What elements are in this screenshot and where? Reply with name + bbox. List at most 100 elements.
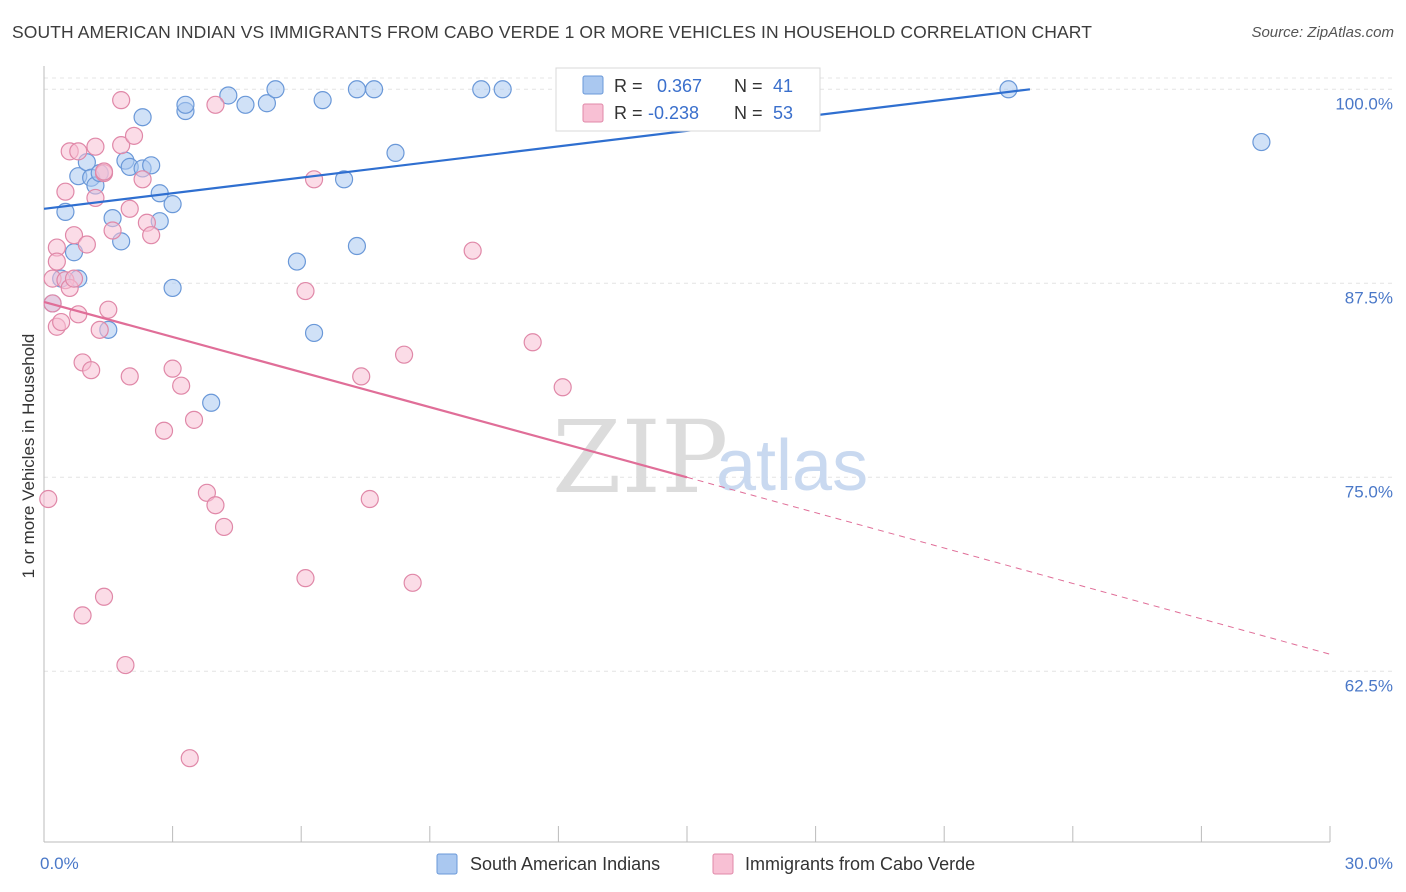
watermark: ZIP atlas <box>552 399 868 516</box>
bottom-legend-swatch-pink <box>712 853 734 875</box>
point-cabo-verde <box>184 410 204 429</box>
point-cabo-verde <box>403 573 422 592</box>
trend-line-pink <box>43 300 688 479</box>
point-cabo-verde <box>553 378 572 397</box>
point-cabo-verde <box>99 300 118 319</box>
point-cabo-verde <box>64 226 84 245</box>
point-cabo-verde <box>463 241 482 260</box>
bottom-legend-label-blue: South American Indians <box>470 854 660 874</box>
gridlines <box>44 77 1394 672</box>
point-south-american-indian <box>133 108 152 127</box>
point-cabo-verde <box>133 170 152 189</box>
y-tick-label: 75.0% <box>1345 482 1393 501</box>
point-cabo-verde <box>206 95 225 114</box>
stats-legend-swatch-blue <box>582 75 604 95</box>
axes <box>43 66 1331 843</box>
trend-line-pink-extension <box>686 476 1331 655</box>
point-cabo-verde <box>69 305 88 324</box>
stats-n-value-blue: 41 <box>773 76 793 96</box>
point-south-american-indian <box>287 252 307 271</box>
point-cabo-verde <box>142 226 161 245</box>
point-cabo-verde <box>206 496 225 515</box>
point-cabo-verde <box>394 345 414 364</box>
point-cabo-verde <box>197 483 216 502</box>
stats-legend-swatch-pink <box>582 103 604 123</box>
point-cabo-verde <box>94 162 114 181</box>
point-cabo-verde <box>124 126 144 145</box>
point-cabo-verde <box>77 235 96 254</box>
point-cabo-verde <box>86 137 105 156</box>
chart-title: SOUTH AMERICAN INDIAN VS IMMIGRANTS FROM… <box>12 22 1093 42</box>
stats-r-label-blue: R = <box>614 76 643 96</box>
point-south-american-indian <box>142 156 161 175</box>
stats-r-value-blue: 0.367 <box>657 76 702 96</box>
point-cabo-verde <box>112 136 131 155</box>
x-tick-labels: 0.0% 30.0% <box>40 854 1393 873</box>
bottom-legend-swatch-blue <box>436 853 458 875</box>
point-south-american-indian <box>364 80 384 99</box>
point-cabo-verde <box>360 489 379 509</box>
point-cabo-verde <box>120 199 139 218</box>
y-tick-label: 62.5% <box>1345 676 1393 695</box>
point-cabo-verde <box>154 421 174 440</box>
point-cabo-verde <box>103 221 122 240</box>
point-south-american-indian <box>334 170 354 189</box>
stats-n-label-pink: N = <box>734 103 763 123</box>
chart-source: Source: ZipAtlas.com <box>1251 24 1394 41</box>
point-south-american-indian <box>257 94 277 113</box>
y-tick-label: 100.0% <box>1335 94 1393 113</box>
points-layer <box>39 80 1271 768</box>
point-south-american-indian <box>266 80 285 99</box>
point-cabo-verde <box>163 359 182 378</box>
point-south-american-indian <box>176 95 195 114</box>
point-south-american-indian <box>304 323 324 343</box>
point-south-american-indian <box>219 86 238 105</box>
trend-layer <box>43 88 1331 655</box>
point-cabo-verde <box>214 517 234 537</box>
bottom-legend-label-pink: Immigrants from Cabo Verde <box>745 854 975 874</box>
point-south-american-indian <box>313 91 332 110</box>
point-cabo-verde <box>82 361 101 380</box>
point-cabo-verde <box>73 606 92 625</box>
bottom-legend: South American Indians Immigrants from C… <box>436 853 975 875</box>
point-south-american-indian <box>347 236 367 256</box>
point-cabo-verde <box>56 182 75 201</box>
point-cabo-verde <box>112 91 131 110</box>
point-south-american-indian <box>163 195 182 214</box>
point-cabo-verde <box>352 367 371 386</box>
y-tick-label: 87.5% <box>1345 288 1393 307</box>
x-tick-label: 30.0% <box>1345 854 1393 873</box>
watermark-zip: ZIP <box>552 399 728 516</box>
point-cabo-verde <box>296 281 315 301</box>
point-cabo-verde <box>94 587 114 606</box>
stats-n-label-blue: N = <box>734 76 763 96</box>
point-cabo-verde <box>64 269 84 288</box>
y-tick-labels: 62.5% 75.0% 87.5% 100.0% <box>1335 94 1393 695</box>
watermark-atlas: atlas <box>716 426 868 506</box>
point-south-american-indian <box>999 80 1018 99</box>
point-cabo-verde <box>120 367 139 386</box>
point-cabo-verde <box>69 142 88 161</box>
point-cabo-verde <box>39 489 58 509</box>
point-south-american-indian <box>386 143 405 163</box>
x-tick-label: 0.0% <box>40 854 79 873</box>
point-cabo-verde <box>47 252 66 271</box>
stats-legend: R = 0.367 N = 41 R = -0.238 N = 53 <box>555 67 821 132</box>
point-south-american-indian <box>493 80 512 99</box>
point-south-american-indian <box>347 80 367 99</box>
point-south-american-indian <box>1252 132 1271 152</box>
point-cabo-verde <box>523 333 542 352</box>
point-cabo-verde <box>90 320 109 339</box>
point-cabo-verde <box>304 170 324 189</box>
point-south-american-indian <box>472 80 491 99</box>
trend-line-blue <box>43 88 1031 210</box>
point-south-american-indian <box>163 278 182 298</box>
stats-n-value-pink: 53 <box>773 103 793 123</box>
point-cabo-verde <box>172 376 191 395</box>
y-axis-label: 1 or more Vehicles in Household <box>19 334 38 579</box>
stats-r-label-pink: R = <box>614 103 643 123</box>
point-south-american-indian <box>236 95 255 114</box>
point-cabo-verde <box>296 569 315 588</box>
point-cabo-verde <box>116 655 135 675</box>
